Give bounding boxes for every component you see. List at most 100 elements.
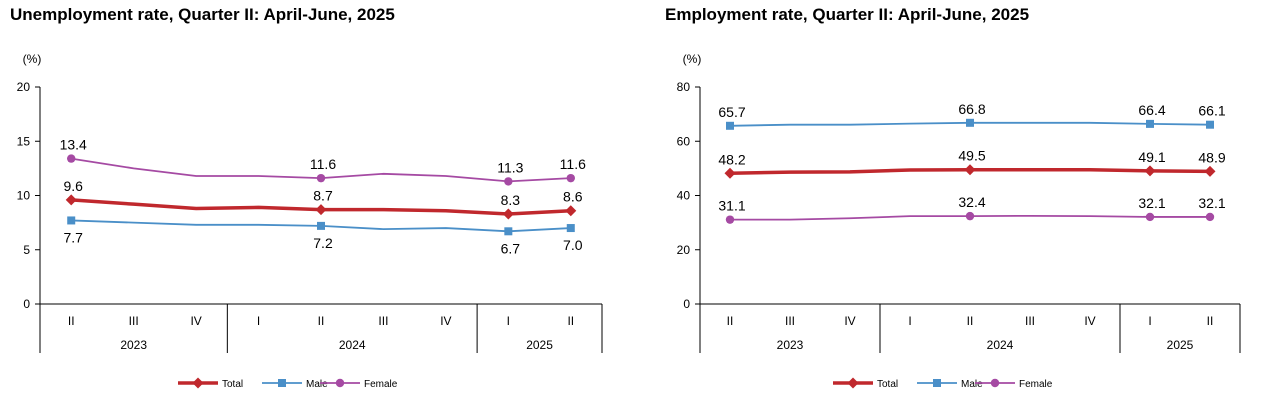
x-tick-label: I bbox=[1148, 314, 1151, 328]
series-female-point bbox=[316, 173, 326, 183]
series-female-point bbox=[504, 177, 513, 186]
legend-label: Female bbox=[1019, 379, 1053, 390]
series-male-point bbox=[726, 121, 734, 130]
x-tick-label: III bbox=[378, 314, 388, 328]
x-tick-label: III bbox=[129, 314, 139, 328]
series-male-data-label: 65.7 bbox=[718, 104, 745, 120]
year-group-label: 2023 bbox=[777, 338, 804, 352]
series-total-point bbox=[502, 208, 514, 220]
series-total-data-label: 49.5 bbox=[958, 148, 985, 164]
legend-item-female: Female bbox=[975, 378, 1053, 390]
x-tick-label: II bbox=[967, 314, 974, 328]
chart-title: Unemployment rate, Quarter II: April-Jun… bbox=[10, 5, 395, 24]
series-total-data-label: 8.7 bbox=[313, 188, 333, 204]
y-tick-label: 5 bbox=[23, 243, 30, 257]
legend-swatch-marker bbox=[192, 377, 204, 389]
series-total: 9.6 8.7 8.3 8.6 bbox=[63, 178, 583, 220]
series-female-point bbox=[725, 215, 735, 224]
series-male-data-label: 7.0 bbox=[563, 237, 583, 253]
x-tick-label: I bbox=[507, 314, 510, 328]
series-total-point bbox=[1144, 165, 1156, 177]
x-tick-label: II bbox=[1207, 314, 1214, 328]
y-tick-label: 0 bbox=[683, 297, 690, 311]
y-tick-label: 20 bbox=[17, 80, 31, 94]
series-total: 48.2 49.5 49.1 48.9 bbox=[718, 148, 1226, 179]
series-male-data-label: 66.1 bbox=[1198, 103, 1225, 119]
year-group-label: 2024 bbox=[339, 338, 366, 352]
unemployment-chart-panel: Unemployment rate, Quarter II: April-Jun… bbox=[10, 5, 603, 390]
legend-label: Total bbox=[222, 379, 243, 390]
series-female-point bbox=[1205, 212, 1215, 222]
x-tick-label: IV bbox=[440, 314, 451, 328]
legend-swatch-marker bbox=[933, 379, 941, 387]
legend-label: Total bbox=[877, 379, 898, 390]
chart-title: Employment rate, Quarter II: April-June,… bbox=[665, 5, 1030, 24]
series-male-point bbox=[966, 118, 974, 127]
x-tick-label: II bbox=[727, 314, 734, 328]
series-male: 7.7 7.2 6.7 7.0 bbox=[63, 216, 583, 256]
series-female-data-label: 11.3 bbox=[497, 159, 523, 175]
series-total-data-label: 48.9 bbox=[1198, 149, 1225, 165]
employment-chart-panel: Employment rate, Quarter II: April-June,… bbox=[640, 0, 1280, 404]
series-male-data-label: 66.4 bbox=[1138, 102, 1165, 118]
series-female-data-label: 11.6 bbox=[310, 156, 336, 172]
x-tick-label: IV bbox=[190, 314, 201, 328]
series-female-data-label: 32.4 bbox=[958, 194, 985, 210]
legend-item-male: Male bbox=[917, 379, 983, 390]
series-female-data-label: 13.4 bbox=[60, 137, 87, 153]
legend-item-female: Female bbox=[320, 378, 398, 390]
series-female: 13.4 11.6 11.3 11.6 bbox=[60, 137, 586, 186]
series-total-point bbox=[964, 164, 976, 176]
x-tick-label: II bbox=[318, 314, 325, 328]
legend-swatch-marker bbox=[278, 379, 286, 387]
series-female-data-label: 31.1 bbox=[718, 198, 745, 214]
y-tick-label: 15 bbox=[17, 134, 31, 148]
series-female: 31.1 32.4 32.1 32.1 bbox=[718, 194, 1226, 224]
x-tick-label: II bbox=[68, 314, 75, 328]
y-tick-label: 20 bbox=[677, 243, 691, 257]
series-total-point bbox=[1204, 165, 1216, 177]
y-tick-label: 60 bbox=[677, 134, 691, 148]
y-tick-label: 10 bbox=[17, 189, 31, 203]
series-total-data-label: 8.6 bbox=[563, 189, 583, 205]
series-male: 65.7 66.8 66.4 66.1 bbox=[718, 101, 1226, 130]
series-male-data-label: 7.7 bbox=[63, 229, 83, 245]
x-tick-label: I bbox=[257, 314, 260, 328]
legend-item-total: Total bbox=[178, 377, 243, 390]
y-tick-label: 80 bbox=[677, 80, 691, 94]
x-tick-label: II bbox=[567, 314, 574, 328]
series-male-point bbox=[566, 224, 575, 233]
x-tick-label: IV bbox=[1084, 314, 1095, 328]
series-male-point bbox=[317, 221, 325, 230]
year-group-label: 2025 bbox=[526, 338, 553, 352]
y-tick-label: 0 bbox=[23, 297, 30, 311]
x-tick-label: I bbox=[908, 314, 911, 328]
y-axis-unit-label: (%) bbox=[23, 52, 42, 66]
series-male-point bbox=[1146, 119, 1154, 128]
series-female-point bbox=[1145, 212, 1155, 222]
x-tick-label: III bbox=[785, 314, 795, 328]
y-tick-label: 40 bbox=[677, 189, 691, 203]
legend-label: Female bbox=[364, 379, 398, 390]
series-total-point bbox=[315, 204, 327, 216]
series-male-data-label: 6.7 bbox=[501, 240, 521, 256]
legend-swatch-marker bbox=[847, 377, 859, 389]
legend-swatch-marker bbox=[335, 378, 345, 388]
series-female-data-label: 11.6 bbox=[560, 156, 586, 172]
x-tick-label: IV bbox=[844, 314, 855, 328]
series-male-data-label: 66.8 bbox=[958, 101, 985, 117]
year-group-label: 2024 bbox=[987, 338, 1014, 352]
series-total-point bbox=[565, 205, 577, 217]
series-female-point bbox=[965, 211, 975, 221]
series-male-point bbox=[67, 216, 76, 225]
series-total-point bbox=[65, 194, 77, 206]
legend-swatch-marker bbox=[990, 378, 1000, 388]
series-total-data-label: 48.2 bbox=[718, 151, 745, 167]
series-total-data-label: 49.1 bbox=[1138, 149, 1165, 165]
series-total-data-label: 9.6 bbox=[63, 178, 83, 194]
series-female-point bbox=[566, 173, 575, 183]
legend-label: Male bbox=[306, 379, 328, 390]
series-male-point bbox=[1206, 120, 1214, 129]
